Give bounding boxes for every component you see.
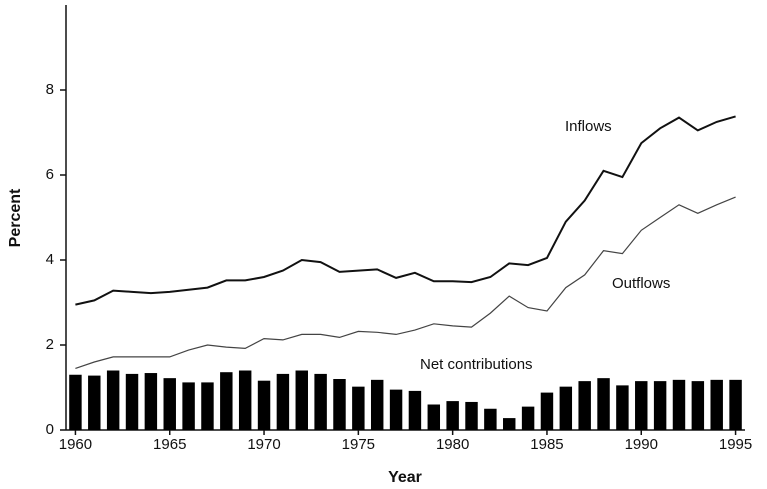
bar	[295, 370, 308, 430]
bar	[352, 386, 365, 430]
y-tick-label: 4	[46, 251, 54, 268]
x-tick-label: 1990	[625, 436, 658, 453]
bar	[163, 378, 176, 430]
y-tick-label: 8	[46, 81, 54, 98]
bar	[672, 379, 686, 430]
x-tick-label: 1965	[153, 436, 186, 453]
y-tick-label: 0	[46, 421, 54, 438]
bar	[370, 379, 384, 430]
bar	[201, 382, 214, 430]
bar	[691, 381, 705, 430]
x-tick-label: 1970	[247, 436, 280, 453]
line	[75, 196, 736, 369]
bar	[729, 379, 742, 430]
bar	[521, 406, 535, 430]
series-label: Outflows	[612, 275, 670, 292]
bar	[276, 373, 290, 430]
bar	[597, 378, 610, 430]
bar	[314, 373, 327, 430]
bar	[616, 385, 629, 430]
x-tick-label: 1985	[530, 436, 563, 453]
bar	[220, 372, 233, 430]
bar	[106, 370, 120, 430]
bar	[559, 386, 573, 430]
bar	[653, 381, 667, 430]
series-label: Net contributions	[420, 356, 533, 373]
bar	[465, 401, 478, 430]
bar	[333, 379, 346, 430]
bar	[257, 380, 271, 430]
bar	[69, 374, 82, 430]
line	[75, 115, 736, 306]
series-label: Inflows	[565, 118, 612, 135]
bar	[503, 418, 516, 430]
x-axis-title: Year	[388, 469, 422, 486]
bar	[238, 370, 252, 430]
y-tick-label: 6	[46, 166, 54, 183]
bar	[578, 381, 591, 430]
bar	[88, 375, 101, 430]
x-tick-label: 1960	[59, 436, 92, 453]
bar	[144, 373, 158, 430]
x-tick-label: 1995	[719, 436, 752, 453]
bar	[710, 379, 723, 430]
bar	[446, 401, 459, 430]
x-tick-label: 1980	[436, 436, 469, 453]
bar	[484, 408, 497, 430]
bar	[408, 390, 422, 430]
x-tick-label: 1975	[342, 436, 375, 453]
y-axis-title: Percent	[7, 188, 24, 247]
bar	[540, 392, 554, 430]
bar	[125, 373, 139, 430]
bar	[182, 382, 195, 430]
bar	[389, 389, 403, 430]
y-tick-label: 2	[46, 336, 54, 353]
bar	[635, 381, 648, 430]
bar	[427, 404, 441, 430]
